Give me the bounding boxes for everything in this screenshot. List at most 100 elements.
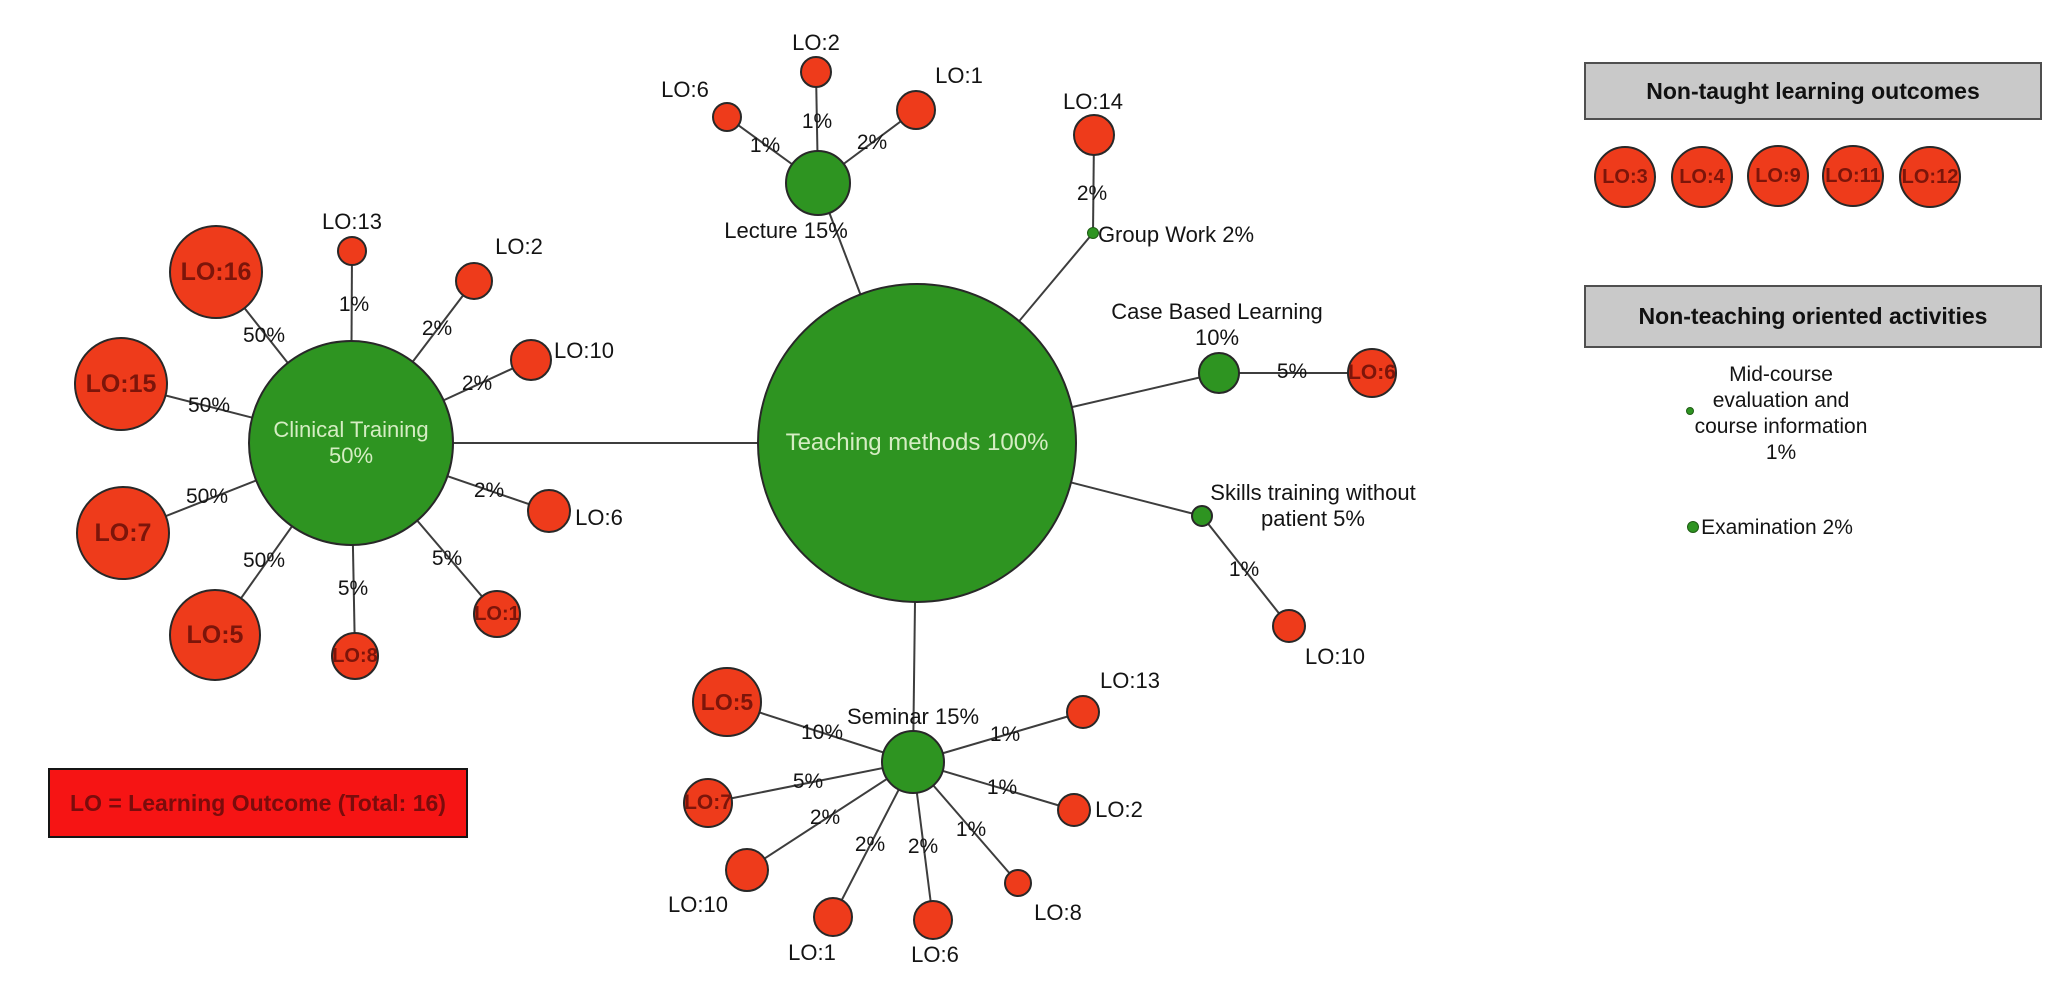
case-based-label-line2: 10% — [1194, 325, 1240, 350]
non-taught-lo4: LO:4 — [1671, 146, 1733, 208]
clinical-lo7-pct: 50% — [185, 485, 229, 508]
non-taught-lo3: LO:3 — [1594, 146, 1656, 208]
non-taught-lo11-label: LO:11 — [1825, 164, 1881, 187]
skills-training-label: Skills training without patient 5% — [1210, 480, 1415, 532]
clinical-lo8-label: LO:8 — [332, 644, 378, 667]
non-taught-header: Non-taught learning outcomes — [1584, 62, 2042, 120]
clinical-lo1-label: LO:1 — [474, 602, 520, 625]
seminar-lo5-pct: 10% — [800, 721, 844, 744]
seminar-satellite-lo6 — [913, 900, 953, 940]
lecture-hub-label: Lecture 15% — [724, 218, 848, 243]
skills-label-line1: Skills training without — [1210, 480, 1416, 505]
clinical-satellite-lo7: LO:7 — [76, 486, 170, 580]
non-taught-lo9-label: LO:9 — [1755, 164, 1801, 187]
lecture-lo2-pct: 1% — [801, 110, 833, 133]
seminar-lo1-pct: 2% — [854, 833, 886, 856]
clinical-lo15-label: LO:15 — [85, 369, 157, 398]
mid-course-line4: 1% — [1765, 441, 1797, 464]
clinical-satellite-lo5: LO:5 — [169, 589, 261, 681]
seminar-satellite-lo5: LO:5 — [692, 667, 762, 737]
seminar-hub-node — [881, 730, 945, 794]
skills-lo10-pct: 1% — [1228, 558, 1260, 581]
clinical-satellite-lo2 — [455, 262, 493, 300]
clinical-lo1-pct: 5% — [431, 547, 463, 570]
clinical-lo13-label: LO:13 — [322, 209, 382, 234]
seminar-satellite-lo8 — [1004, 869, 1032, 897]
case-based-learning-label: Case Based Learning 10% — [1111, 299, 1323, 351]
lecture-satellite-lo1 — [896, 90, 936, 130]
clinical-satellite-lo10 — [510, 339, 552, 381]
legend-box: LO = Learning Outcome (Total: 16) — [48, 768, 468, 838]
clinical-satellite-lo1: LO:1 — [473, 590, 521, 638]
casebased-lo6-label: LO:6 — [1348, 360, 1396, 384]
skills-satellite-lo10 — [1272, 609, 1306, 643]
lecture-lo2-label: LO:2 — [792, 30, 840, 55]
lecture-satellite-lo6 — [712, 102, 742, 132]
clinical-lo16-pct: 50% — [242, 324, 286, 347]
groupwork-lo14-label: LO:14 — [1063, 89, 1123, 114]
mid-course-dot — [1686, 407, 1694, 415]
groupwork-satellite-lo14 — [1073, 114, 1115, 156]
seminar-lo10-pct: 2% — [809, 806, 841, 829]
teaching-methods-label-line1: Teaching methods — [785, 428, 981, 456]
clinical-lo13-pct: 1% — [338, 293, 370, 316]
clinical-lo5-pct: 50% — [242, 549, 286, 572]
mid-course-line2: evaluation and — [1712, 389, 1850, 412]
non-taught-lo11: LO:11 — [1822, 145, 1884, 207]
group-work-label: Group Work 2% — [1097, 222, 1255, 247]
case-based-learning-node — [1198, 352, 1240, 394]
non-taught-lo4-label: LO:4 — [1679, 165, 1725, 188]
examination-label: Examination 2% — [1701, 516, 1853, 539]
seminar-lo7-pct: 5% — [792, 770, 824, 793]
skills-lo10-label: LO:10 — [1305, 644, 1365, 669]
groupwork-lo14-pct: 2% — [1076, 182, 1108, 205]
non-taught-lo3-label: LO:3 — [1602, 165, 1648, 188]
non-taught-lo12-label: LO:12 — [1901, 165, 1959, 188]
clinical-lo16-label: LO:16 — [180, 257, 252, 286]
clinical-lo15-pct: 50% — [187, 394, 231, 417]
seminar-satellite-lo7: LO:7 — [683, 778, 733, 828]
clinical-satellite-lo16: LO:16 — [169, 225, 263, 319]
clinical-satellite-lo15: LO:15 — [74, 337, 168, 431]
non-taught-lo9: LO:9 — [1747, 145, 1809, 207]
seminar-lo2-pct: 1% — [986, 776, 1018, 799]
edge-seminar-lo10 — [746, 761, 914, 871]
clinical-lo8-pct: 5% — [337, 577, 369, 600]
seminar-lo6-pct: 2% — [907, 835, 939, 858]
clinical-training-hub-label: Clinical Training 50% — [273, 416, 429, 468]
seminar-lo6-label: LO:6 — [911, 942, 959, 967]
seminar-lo13-pct: 1% — [989, 723, 1021, 746]
clinical-lo2-label: LO:2 — [495, 234, 543, 259]
teaching-methods-hub-label: Teaching methods 100% — [786, 429, 1049, 458]
seminar-lo10-label: LO:10 — [668, 892, 728, 917]
seminar-hub-label: Seminar 15% — [846, 704, 980, 729]
casebased-satellite-lo6: LO:6 — [1347, 348, 1397, 398]
seminar-lo8-label: LO:8 — [1034, 900, 1082, 925]
clinical-lo10-label: LO:10 — [554, 338, 614, 363]
clinical-lo10-pct: 2% — [461, 372, 493, 395]
clinical-training-hub-node: Clinical Training 50% — [248, 340, 454, 546]
lecture-lo1-label: LO:1 — [935, 63, 983, 88]
clinical-lo6-pct: 2% — [473, 479, 505, 502]
lecture-hub-node — [785, 150, 851, 216]
mid-course-line1: Mid-course — [1729, 363, 1833, 386]
non-taught-lo12: LO:12 — [1899, 146, 1961, 208]
casebased-lo6-pct: 5% — [1276, 360, 1308, 383]
teaching-methods-label-line2: 100% — [987, 428, 1049, 456]
clinical-satellite-lo8: LO:8 — [331, 632, 379, 680]
seminar-satellite-lo13 — [1066, 695, 1100, 729]
seminar-lo13-label: LO:13 — [1100, 668, 1160, 693]
edge-seminar-lo7 — [707, 761, 914, 804]
seminar-lo8-pct: 1% — [955, 818, 987, 841]
mid-course-line3: course information — [1694, 415, 1868, 438]
teaching-methods-hub-node: Teaching methods 100% — [757, 283, 1077, 603]
edge-skills-lo10 — [1201, 515, 1290, 627]
lecture-satellite-lo2 — [800, 56, 832, 88]
seminar-satellite-lo2 — [1057, 793, 1091, 827]
clinical-satellite-lo13 — [337, 236, 367, 266]
lecture-lo1-pct: 2% — [856, 131, 888, 154]
seminar-satellite-lo1 — [813, 897, 853, 937]
lecture-lo6-pct: 1% — [749, 134, 781, 157]
skills-label-line2: patient 5% — [1261, 506, 1365, 531]
